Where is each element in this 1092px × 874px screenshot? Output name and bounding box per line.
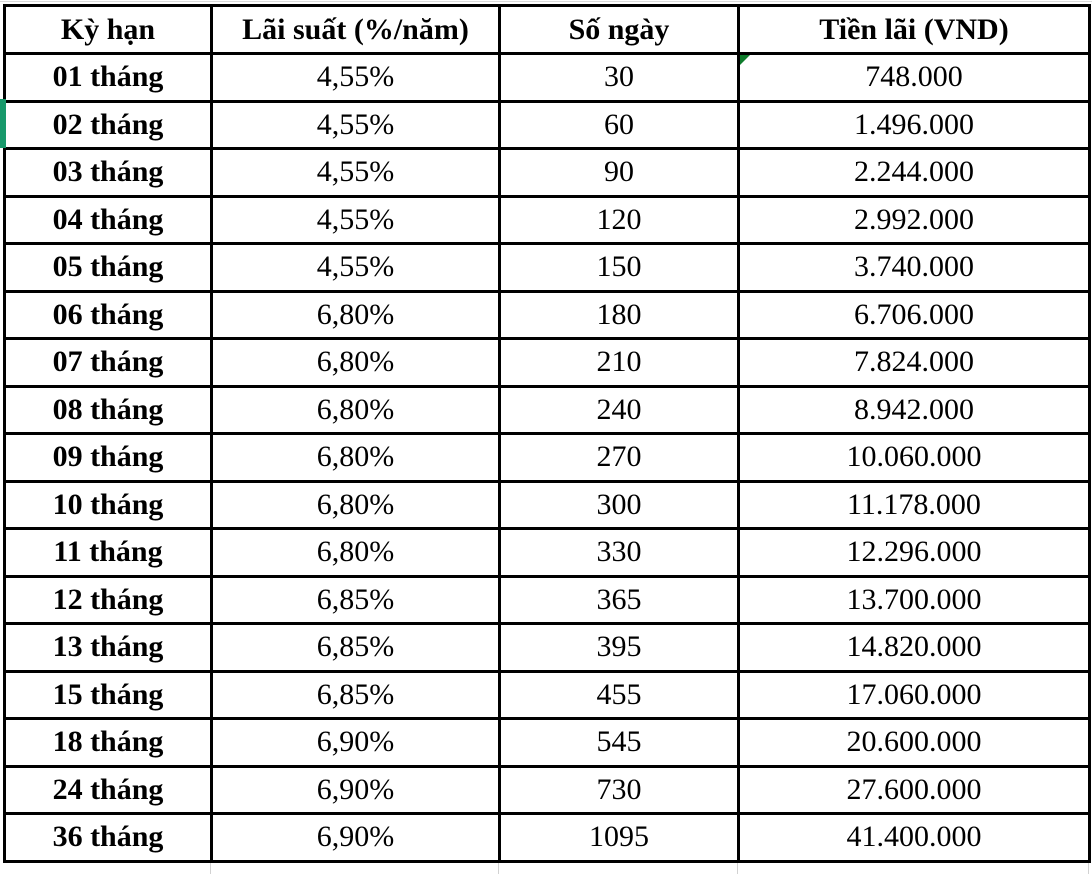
column-header-days[interactable]: Số ngày (498, 4, 740, 55)
cell-rate[interactable]: 4,55% (210, 147, 501, 198)
table-row: 11 tháng 6,80% 330 12.296.000 (3, 527, 1091, 578)
cell-rate[interactable]: 6,80% (210, 527, 501, 578)
column-header-rate[interactable]: Lãi suất (%/năm) (210, 4, 501, 55)
gridline (210, 863, 211, 874)
cell-term[interactable]: 10 tháng (3, 479, 213, 530)
cell-days[interactable]: 90 (498, 147, 740, 198)
table-row: 09 tháng 6,80% 270 10.060.000 (3, 432, 1091, 483)
cell-term[interactable]: 04 tháng (3, 194, 213, 245)
cell-days[interactable]: 270 (498, 432, 740, 483)
table-row: 07 tháng 6,80% 210 7.824.000 (3, 337, 1091, 388)
cell-rate[interactable]: 6,80% (210, 337, 501, 388)
cell-term[interactable]: 07 tháng (3, 337, 213, 388)
header-row: Kỳ hạn Lãi suất (%/năm) Số ngày Tiền lãi… (3, 4, 1091, 55)
cell-interest[interactable]: 2.992.000 (737, 194, 1091, 245)
cell-term[interactable]: 12 tháng (3, 574, 213, 625)
table-row: 06 tháng 6,80% 180 6.706.000 (3, 289, 1091, 340)
table-row: 12 tháng 6,85% 365 13.700.000 (3, 574, 1091, 625)
cell-days[interactable]: 545 (498, 717, 740, 768)
cell-days[interactable]: 1095 (498, 812, 740, 863)
cell-days[interactable]: 300 (498, 479, 740, 530)
table-row: 18 tháng 6,90% 545 20.600.000 (3, 717, 1091, 768)
cell-term[interactable]: 05 tháng (3, 242, 213, 293)
cell-days[interactable]: 60 (498, 99, 740, 150)
cell-flag-triangle-icon (740, 55, 750, 65)
cell-rate[interactable]: 4,55% (210, 242, 501, 293)
cell-days[interactable]: 30 (498, 52, 740, 103)
cell-days[interactable]: 240 (498, 384, 740, 435)
cell-term[interactable]: 02 tháng (3, 99, 213, 150)
cell-term[interactable]: 11 tháng (3, 527, 213, 578)
cell-interest[interactable]: 11.178.000 (737, 479, 1091, 530)
cell-rate[interactable]: 4,55% (210, 194, 501, 245)
cell-term[interactable]: 09 tháng (3, 432, 213, 483)
cell-term[interactable]: 06 tháng (3, 289, 213, 340)
table-row: 05 tháng 4,55% 150 3.740.000 (3, 242, 1091, 293)
cell-rate[interactable]: 4,55% (210, 99, 501, 150)
cell-rate[interactable]: 6,90% (210, 812, 501, 863)
cell-days[interactable]: 150 (498, 242, 740, 293)
cell-interest[interactable]: 27.600.000 (737, 764, 1091, 815)
table-row: 10 tháng 6,80% 300 11.178.000 (3, 479, 1091, 530)
cell-rate[interactable]: 6,80% (210, 384, 501, 435)
table-row: 36 tháng 6,90% 1095 41.400.000 (3, 812, 1091, 863)
cell-term[interactable]: 08 tháng (3, 384, 213, 435)
gridline (498, 863, 499, 874)
table-row: 03 tháng 4,55% 90 2.244.000 (3, 147, 1091, 198)
cell-rate[interactable]: 6,90% (210, 764, 501, 815)
gridline (1088, 863, 1089, 874)
gridline (737, 863, 738, 874)
cell-term[interactable]: 01 tháng (3, 52, 213, 103)
cell-interest[interactable]: 6.706.000 (737, 289, 1091, 340)
cell-rate[interactable]: 6,80% (210, 289, 501, 340)
cell-interest[interactable]: 8.942.000 (737, 384, 1091, 435)
table-row: 04 tháng 4,55% 120 2.992.000 (3, 194, 1091, 245)
cell-interest[interactable]: 14.820.000 (737, 622, 1091, 673)
cell-days[interactable]: 365 (498, 574, 740, 625)
cell-interest[interactable]: 20.600.000 (737, 717, 1091, 768)
cell-term[interactable]: 36 tháng (3, 812, 213, 863)
cell-days[interactable]: 330 (498, 527, 740, 578)
cell-days[interactable]: 180 (498, 289, 740, 340)
gridline (0, 1, 1092, 2)
cell-interest[interactable]: 7.824.000 (737, 337, 1091, 388)
cell-rate[interactable]: 6,85% (210, 669, 501, 720)
table-row: 15 tháng 6,85% 455 17.060.000 (3, 669, 1091, 720)
column-header-interest[interactable]: Tiền lãi (VND) (737, 4, 1091, 55)
cell-rate[interactable]: 6,80% (210, 479, 501, 530)
cell-term[interactable]: 24 tháng (3, 764, 213, 815)
cell-term[interactable]: 03 tháng (3, 147, 213, 198)
cell-interest[interactable]: 1.496.000 (737, 99, 1091, 150)
table-row: 01 tháng 4,55% 30 748.000 (3, 52, 1091, 103)
cell-days[interactable]: 210 (498, 337, 740, 388)
cell-days[interactable]: 120 (498, 194, 740, 245)
table-row: 02 tháng 4,55% 60 1.496.000 (3, 99, 1091, 150)
cell-rate[interactable]: 6,80% (210, 432, 501, 483)
row-selection-indicator-icon (0, 99, 6, 148)
cell-rate[interactable]: 6,90% (210, 717, 501, 768)
cell-term[interactable]: 18 tháng (3, 717, 213, 768)
cell-interest[interactable]: 17.060.000 (737, 669, 1091, 720)
cell-rate[interactable]: 6,85% (210, 622, 501, 673)
cell-interest[interactable]: 13.700.000 (737, 574, 1091, 625)
column-header-term[interactable]: Kỳ hạn (3, 4, 213, 55)
cell-interest[interactable]: 41.400.000 (737, 812, 1091, 863)
cell-term[interactable]: 13 tháng (3, 622, 213, 673)
table-row: 24 tháng 6,90% 730 27.600.000 (3, 764, 1091, 815)
cell-interest[interactable]: 10.060.000 (737, 432, 1091, 483)
cell-rate[interactable]: 4,55% (210, 52, 501, 103)
cell-interest[interactable]: 3.740.000 (737, 242, 1091, 293)
cell-interest[interactable]: 748.000 (737, 52, 1091, 103)
cell-days[interactable]: 395 (498, 622, 740, 673)
table-row: 08 tháng 6,80% 240 8.942.000 (3, 384, 1091, 435)
table-row: 13 tháng 6,85% 395 14.820.000 (3, 622, 1091, 673)
cell-term[interactable]: 15 tháng (3, 669, 213, 720)
interest-table: Kỳ hạn Lãi suất (%/năm) Số ngày Tiền lãi… (3, 4, 1091, 863)
cell-interest[interactable]: 2.244.000 (737, 147, 1091, 198)
cell-days[interactable]: 730 (498, 764, 740, 815)
cell-days[interactable]: 455 (498, 669, 740, 720)
cell-rate[interactable]: 6,85% (210, 574, 501, 625)
cell-interest[interactable]: 12.296.000 (737, 527, 1091, 578)
